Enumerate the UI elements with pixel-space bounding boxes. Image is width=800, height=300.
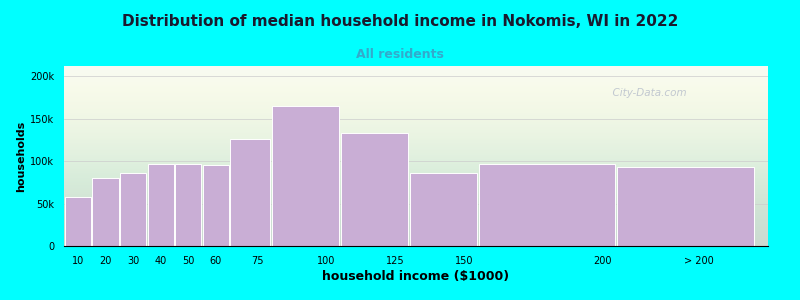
X-axis label: household income ($1000): household income ($1000)	[322, 270, 510, 283]
Bar	[479, 164, 615, 246]
Bar	[617, 167, 754, 246]
Text: Distribution of median household income in Nokomis, WI in 2022: Distribution of median household income …	[122, 14, 678, 28]
Text: All residents: All residents	[356, 47, 444, 61]
Bar	[147, 164, 174, 246]
Bar	[230, 139, 270, 246]
Bar	[120, 173, 146, 246]
Text: City-Data.com: City-Data.com	[606, 88, 686, 98]
Bar	[175, 164, 202, 246]
Bar	[341, 133, 409, 246]
Y-axis label: households: households	[16, 120, 26, 192]
Bar	[65, 197, 91, 246]
Bar	[202, 165, 229, 246]
Bar	[272, 106, 339, 246]
Bar	[92, 178, 118, 246]
Bar	[410, 173, 478, 246]
